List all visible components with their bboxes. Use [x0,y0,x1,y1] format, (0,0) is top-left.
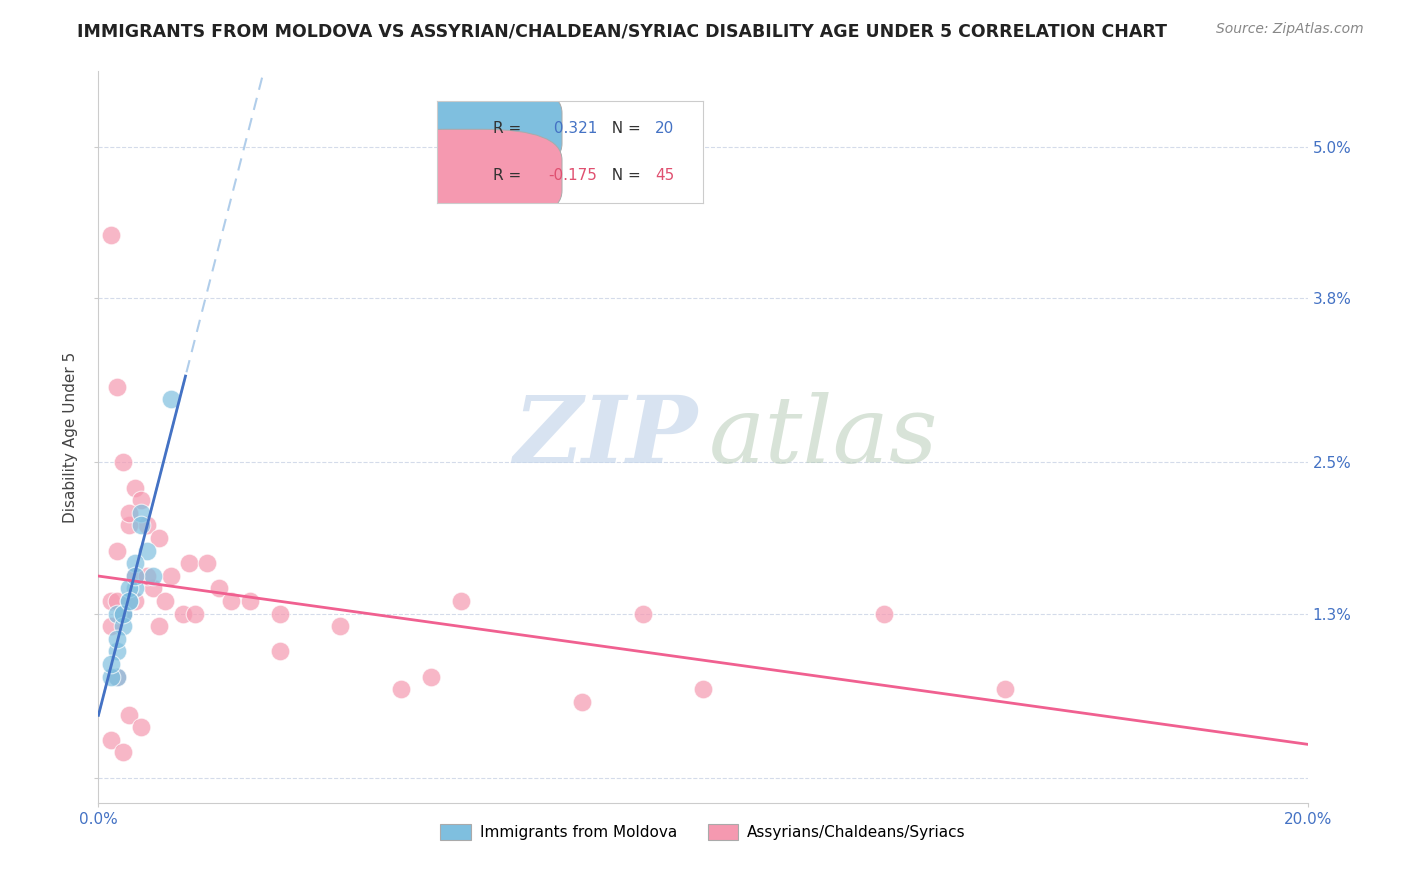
Point [105,632,128,646]
Point [450,594,472,608]
Point [195,556,218,570]
Point [105,543,128,558]
Point [100,732,122,747]
Point [172,607,194,621]
Point [329,619,352,633]
Point [111,607,134,621]
Text: atlas: atlas [709,392,939,482]
Point [111,607,134,621]
Point [994,682,1017,697]
Point [239,594,262,608]
Point [129,518,152,533]
Point [111,455,134,469]
Text: Source: ZipAtlas.com: Source: ZipAtlas.com [1216,22,1364,37]
Point [124,582,146,596]
Point [142,569,165,583]
Point [105,670,128,684]
Text: ZIP: ZIP [513,392,697,482]
Legend: Immigrants from Moldova, Assyrians/Chaldeans/Syriacs: Immigrants from Moldova, Assyrians/Chald… [434,818,972,847]
Point [135,543,157,558]
Point [571,695,593,709]
Y-axis label: Disability Age Under 5: Disability Age Under 5 [63,351,79,523]
Point [105,607,128,621]
Point [118,707,141,722]
Point [105,670,128,684]
Point [105,379,128,393]
Point [100,594,122,608]
Point [105,594,128,608]
Point [631,607,654,621]
Point [692,682,714,697]
Point [100,619,122,633]
Point [118,518,141,533]
Point [148,531,170,545]
Point [118,582,141,596]
Point [148,619,170,633]
Point [129,506,152,520]
Point [118,506,141,520]
Point [873,607,896,621]
Point [118,594,141,608]
Point [129,493,152,508]
Point [124,569,146,583]
Point [184,607,207,621]
Point [208,582,231,596]
Point [221,594,243,608]
Point [142,582,165,596]
Point [269,607,291,621]
Point [124,569,146,583]
Point [269,644,291,658]
Point [111,607,134,621]
Point [179,556,201,570]
Point [389,682,412,697]
Point [160,392,183,407]
Point [111,607,134,621]
Point [153,594,176,608]
Point [100,228,122,243]
Point [160,569,183,583]
Point [135,569,157,583]
Point [100,670,122,684]
Point [420,670,443,684]
Text: IMMIGRANTS FROM MOLDOVA VS ASSYRIAN/CHALDEAN/SYRIAC DISABILITY AGE UNDER 5 CORRE: IMMIGRANTS FROM MOLDOVA VS ASSYRIAN/CHAL… [77,22,1167,40]
Point [124,481,146,495]
Point [118,594,141,608]
Point [129,720,152,734]
Point [111,619,134,633]
Point [100,657,122,671]
Point [124,556,146,570]
Point [124,594,146,608]
Point [111,745,134,759]
Point [135,518,157,533]
Point [105,644,128,658]
